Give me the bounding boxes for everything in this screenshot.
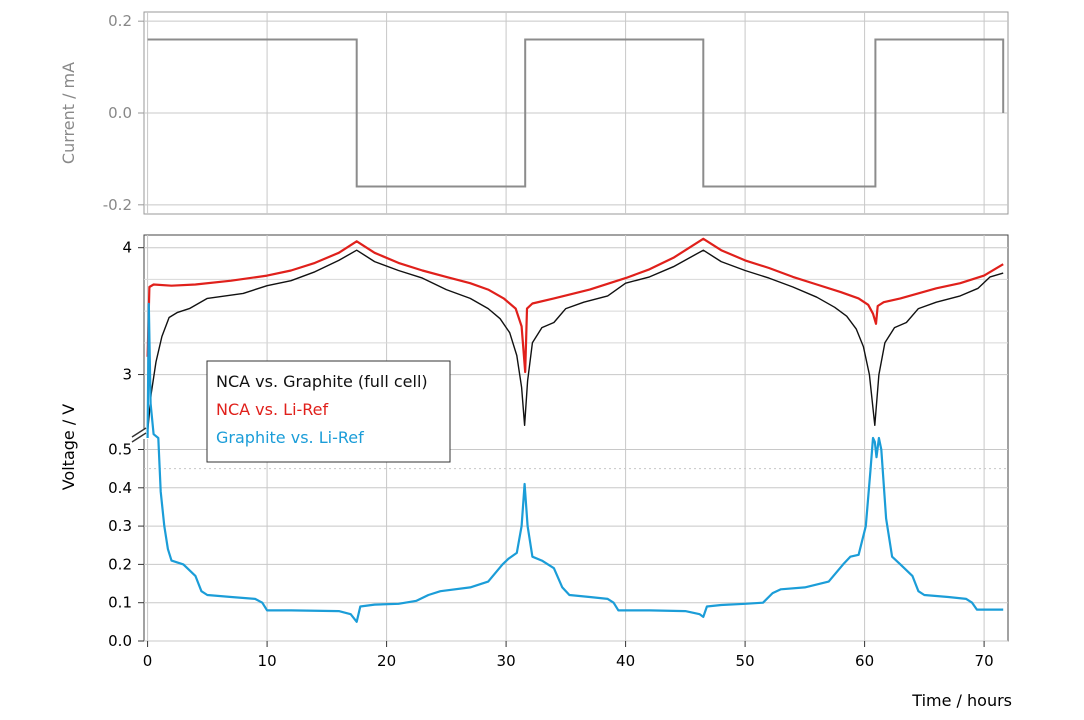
voltage-series-group: [146, 237, 1004, 623]
voltage-lower-y-tick-label-1: 0.4: [108, 479, 132, 497]
voltage-axis-title: Voltage / V: [59, 404, 78, 491]
legend: NCA vs. Graphite (full cell) NCA vs. Li-…: [206, 360, 451, 463]
x-tick-label-5: 50: [736, 652, 755, 670]
voltage-y-axis: 4 3 0.5 0.4 0.3 0.2 0.1 0.0: [108, 239, 144, 650]
x-tick-label-1: 10: [258, 652, 277, 670]
time-axis-title: Time / hours: [911, 691, 1012, 710]
current-grid: [144, 12, 1008, 214]
nca-li-ref-line: [146, 237, 1004, 374]
voltage-lower-y-tick-label-5: 0.0: [108, 632, 132, 650]
graphite-li-ref-line: [146, 302, 1004, 623]
x-tick-label-3: 30: [497, 652, 516, 670]
current-y-tick-label-0: 0.2: [108, 12, 132, 30]
voltage-lower-y-tick-label-3: 0.2: [108, 555, 132, 573]
voltage-upper-y-tick-label-1: 3: [122, 366, 132, 384]
legend-entry-graphite-li-ref: Graphite vs. Li-Ref: [216, 428, 364, 447]
axis-break-mark: [130, 427, 160, 443]
x-tick-label-0: 0: [143, 652, 153, 670]
current-y-tick-label-1: 0.0: [108, 104, 132, 122]
current-panel: 0.2 0.0 -0.2 Current / mA: [59, 11, 1009, 215]
current-series-line: [147, 38, 1005, 188]
voltage-lower-y-tick-label-2: 0.3: [108, 517, 132, 535]
full-cell-line: [146, 249, 1004, 432]
current-y-axis: 0.2 0.0 -0.2: [103, 12, 144, 214]
time-x-axis: 0 10 20 30 40 50 60 70: [143, 641, 994, 670]
voltage-lower-y-tick-label-4: 0.1: [108, 594, 132, 612]
current-y-tick-label-2: -0.2: [103, 196, 132, 214]
legend-box: [206, 360, 451, 463]
x-tick-label-7: 70: [975, 652, 994, 670]
voltage-panel: 4 3 0.5 0.4 0.3 0.2 0.1 0.0 0 10 20 30 40 50 60 70 Vol…: [59, 234, 1012, 710]
x-tick-label-6: 60: [855, 652, 874, 670]
current-series-group: [147, 38, 1005, 188]
x-tick-label-4: 40: [616, 652, 635, 670]
voltage-upper-y-tick-label-0: 4: [122, 239, 132, 257]
x-tick-label-2: 20: [377, 652, 396, 670]
current-axis-title: Current / mA: [59, 62, 78, 164]
legend-entry-full-cell: NCA vs. Graphite (full cell): [216, 372, 428, 391]
legend-entry-nca-li-ref: NCA vs. Li-Ref: [216, 400, 329, 419]
voltage-lower-y-tick-label-0: 0.5: [108, 440, 132, 458]
